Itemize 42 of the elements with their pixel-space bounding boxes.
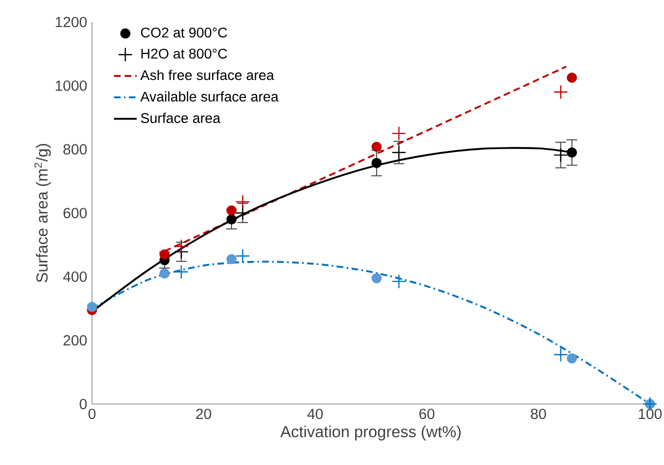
point: [226, 214, 237, 224]
y-tick-label: 400: [63, 271, 87, 282]
point: [566, 72, 577, 83]
legend-label: Available surface area: [140, 91, 279, 102]
point: [226, 254, 237, 264]
y-axis-title: Surface area (m$^{2}$/g): [34, 144, 51, 282]
point: [159, 249, 170, 260]
point: [392, 274, 406, 289]
point: [372, 158, 382, 168]
x-tick-label: 0: [88, 408, 96, 420]
y-tick-label: 1000: [56, 80, 87, 91]
legend-label: H2O at 800°C: [141, 48, 228, 59]
legend-label: Ash free surface area: [140, 70, 274, 80]
point: [566, 353, 577, 364]
x-tick-label: 20: [196, 408, 212, 420]
point: [553, 347, 568, 362]
y-tick-label: 0: [80, 398, 87, 410]
point: [86, 302, 98, 312]
x-tick-label: 60: [419, 408, 434, 420]
y-tick-label: 800: [63, 144, 87, 155]
point: [372, 142, 382, 152]
point: [174, 264, 189, 280]
point: [372, 273, 382, 284]
point: [159, 268, 170, 279]
legend-label: CO2 at 900°C: [141, 28, 228, 38]
legend-label: Surface area: [140, 112, 220, 124]
point: [235, 248, 250, 264]
point: [392, 126, 406, 141]
x-tick-label: 100: [638, 408, 662, 420]
point: [553, 148, 568, 162]
point: [392, 145, 406, 160]
y-tick-label: 600: [64, 208, 87, 218]
y-tick-label: 200: [64, 335, 87, 346]
point: [553, 84, 568, 100]
y-tick-label: 1200: [56, 16, 87, 28]
point: [566, 147, 577, 158]
point: [226, 205, 237, 216]
point: [235, 194, 250, 210]
x-tick-label: 80: [530, 408, 546, 420]
point: [235, 206, 250, 220]
x-tick-label: 40: [307, 408, 323, 420]
x-axis-title: Activation progress (wt%): [280, 426, 461, 440]
